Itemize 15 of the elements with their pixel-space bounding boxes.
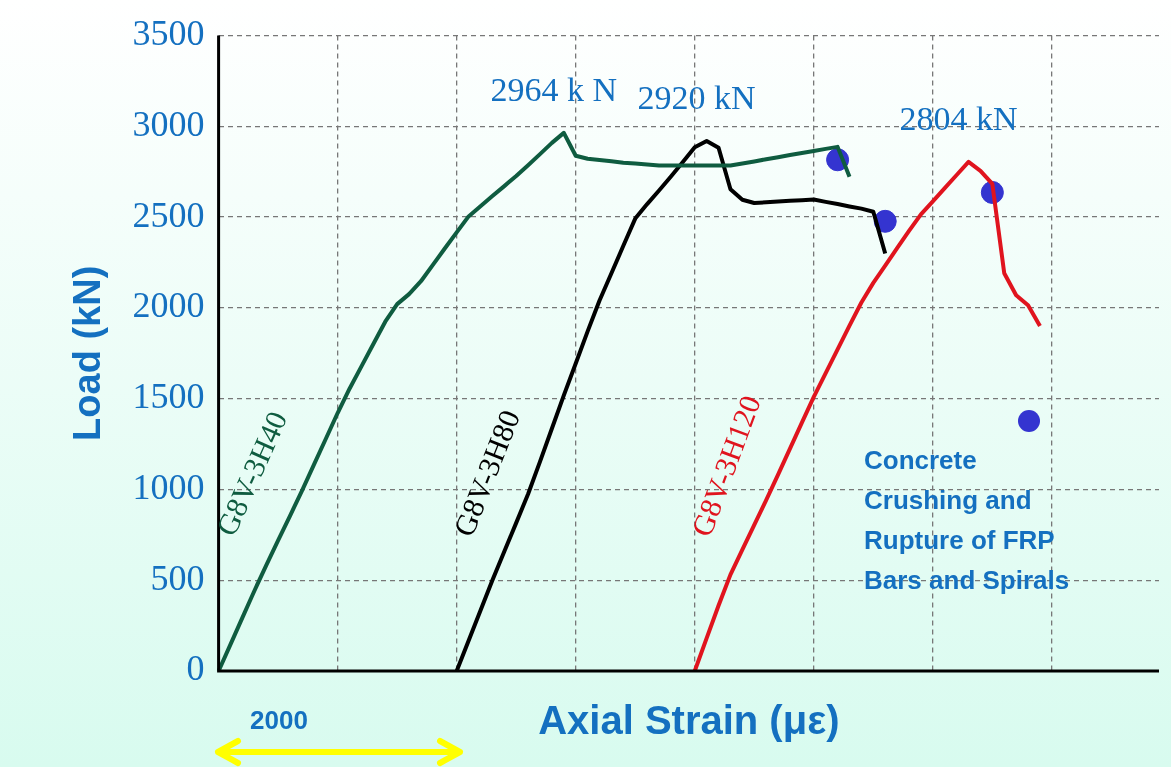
annotation: 2920 kN [637, 78, 756, 116]
annotation: 2964 k N [490, 70, 618, 108]
legend-label: Concrete Crushing and Rupture of FRP Bars and Spirals [864, 445, 1070, 596]
x-axis-title: Axial Strain (με) [538, 698, 840, 743]
y-tick-label: 3500 [132, 13, 205, 54]
y-tick-label: 2500 [132, 194, 205, 235]
y-tick-label: 0 [186, 648, 205, 689]
y-tick-label: 500 [150, 557, 205, 598]
y-tick-label: 3000 [132, 103, 205, 144]
text: 2000 [250, 705, 308, 736]
annotation: 2804 kN [899, 99, 1018, 137]
y-tick-label: 2000 [132, 285, 205, 326]
y-tick-label: 1000 [132, 466, 205, 507]
y-tick-label: 1500 [132, 376, 205, 417]
y-axis-title: Load (kN) [66, 265, 109, 441]
